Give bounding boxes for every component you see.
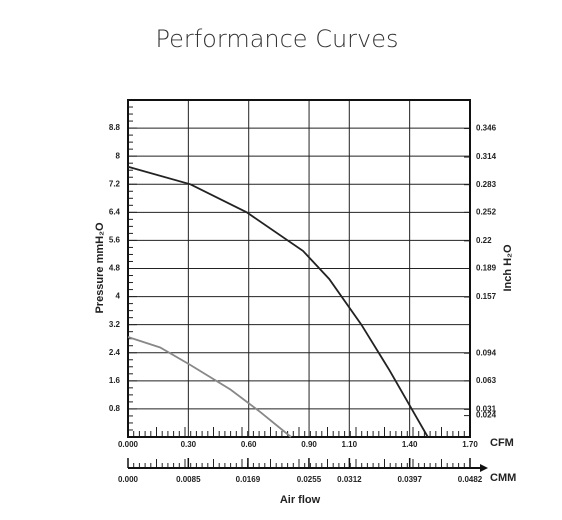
y2-tick-label: 0.031	[476, 404, 497, 413]
y2-tick-label: 0.283	[476, 180, 497, 189]
y-tick-label: 5.6	[109, 236, 121, 245]
plot-frame	[127, 99, 471, 438]
y-tick-label: 7.2	[109, 179, 121, 188]
y-tick-label: 4.8	[109, 264, 121, 273]
x-tick-label: 0.30	[181, 440, 197, 449]
y2-tick-label: 0.22	[476, 236, 492, 245]
curve	[127, 165, 429, 438]
x-tick-label: 1.70	[462, 440, 478, 449]
y2-tick-label: 0.157	[476, 292, 497, 301]
x-tick-label: 0.60	[241, 440, 257, 449]
y-tick-label: 8	[116, 151, 121, 160]
chart-title: Performance Curves	[155, 25, 398, 53]
x2-unit: CMM	[490, 472, 516, 484]
x2-tick-label: 0.0482	[458, 475, 483, 484]
y2-tick-label: 0.063	[476, 376, 497, 385]
y-tick-label: 6.4	[109, 207, 121, 216]
y2-tick-label: 0.094	[476, 348, 497, 357]
y-tick-label: 0.8	[109, 404, 121, 413]
x-tick-label: 0.90	[301, 440, 317, 449]
y2-tick-label: 0.189	[476, 264, 497, 273]
x2-tick-label: 0.000	[118, 475, 139, 484]
y-axis-label: Pressure mmH₂O	[94, 222, 106, 314]
y2-tick-label: 0.314	[476, 152, 497, 161]
y-tick-label: 3.2	[109, 320, 121, 329]
y-tick-label: 1.6	[109, 376, 121, 385]
x2-tick-label: 0.0312	[337, 475, 362, 484]
x2-axis-arrow	[480, 464, 488, 472]
y-tick-label: 4	[116, 292, 121, 301]
x-tick-label: 1.10	[342, 440, 358, 449]
x2-tick-label: 0.0255	[297, 475, 322, 484]
x-tick-label: 1.40	[402, 440, 418, 449]
x2-tick-label: 0.0169	[236, 475, 261, 484]
x-axis-label: Air flow	[280, 494, 321, 506]
y-tick-label: 2.4	[109, 348, 121, 357]
y2-tick-label: 0.024	[476, 411, 497, 420]
y2-axis-label: Inch H₂O	[502, 244, 514, 292]
y2-tick-label: 0.346	[476, 124, 497, 133]
x-tick-label: 0.000	[118, 440, 139, 449]
x2-tick-label: 0.0085	[176, 475, 201, 484]
y-tick-label: 8.8	[109, 123, 121, 132]
y2-tick-label: 0.252	[476, 207, 497, 216]
x-unit: CFM	[490, 437, 514, 449]
x2-tick-label: 0.0397	[397, 475, 422, 484]
curve	[127, 336, 292, 438]
